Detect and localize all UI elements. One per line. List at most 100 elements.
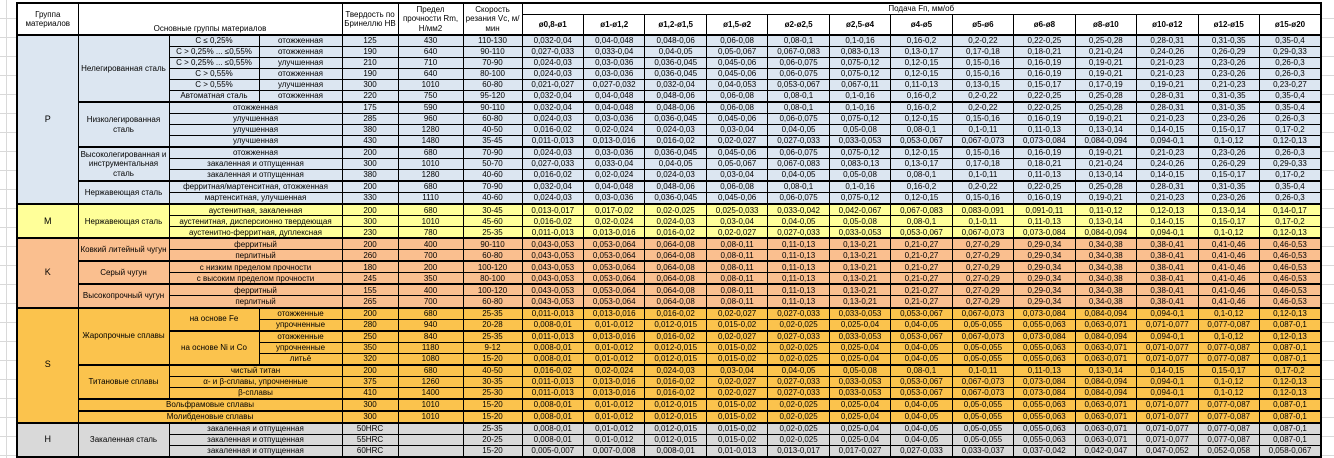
material-condition[interactable]: отожженные <box>258 329 343 343</box>
feed-value-ø15-ø20[interactable]: 0,46-0,53 <box>1258 260 1322 274</box>
feed-value-ø10-ø12[interactable]: 0,094-0,1 <box>1136 226 1199 239</box>
cutting-speed-vc[interactable]: 45-60 <box>462 215 523 228</box>
feed-value-ø2-ø2,5[interactable]: 0,06-0,075 <box>767 68 830 81</box>
feed-value-ø6-ø8[interactable]: 0,055-0,063 <box>1013 433 1076 446</box>
cutting-speed-vc[interactable]: 9-12 <box>462 341 523 354</box>
feed-value-ø2,5-ø4[interactable]: 0,025-0,04 <box>828 421 892 435</box>
feed-value-ø6-ø8[interactable]: 0,055-0,063 <box>1013 397 1076 412</box>
feed-value-ø12-ø15[interactable]: 0,31-0,35 <box>1197 90 1260 103</box>
feed-value-ø2-ø2,5[interactable]: 0,04-0,05 <box>767 215 830 228</box>
feed-value-ø6-ø8[interactable]: 0,29-0,34 <box>1013 249 1076 262</box>
group-letter-S[interactable]: S <box>16 306 79 424</box>
material-condition[interactable]: улучшенная <box>168 113 343 126</box>
feed-value-ø10-ø12[interactable]: 0,38-0,41 <box>1136 237 1199 251</box>
feed-value-ø8-ø10[interactable]: 0,19-0,21 <box>1074 68 1138 81</box>
feed-value-ø5-ø6[interactable]: 0,15-0,16 <box>951 113 1015 126</box>
feed-value-ø2-ø2,5[interactable]: 0,11-0,13 <box>767 283 830 297</box>
cutting-speed-vc[interactable]: 40-50 <box>462 363 523 377</box>
feed-value-ø15-ø20[interactable]: 0,23-0,27 <box>1258 79 1322 92</box>
feed-value-ø5-ø6[interactable]: 0,067-0,073 <box>951 135 1015 148</box>
strength-rm[interactable]: 1180 <box>397 341 464 354</box>
feed-value-ø10-ø12[interactable]: 0,21-0,23 <box>1136 57 1199 70</box>
feed-value-ø8-ø10[interactable]: 0,21-0,24 <box>1074 158 1138 171</box>
feed-value-ø12-ø15[interactable]: 0,1-0,12 <box>1197 306 1260 320</box>
feed-value-ø15-ø20[interactable]: 0,087-0,1 <box>1258 397 1322 412</box>
feed-value-ø8-ø10[interactable]: 0,084-0,094 <box>1074 135 1138 148</box>
feed-value-ø4-ø5[interactable]: 0,12-0,15 <box>890 57 953 70</box>
feed-value-ø10-ø12[interactable]: 0,19-0,21 <box>1136 79 1199 92</box>
hardness-hb[interactable]: 430 <box>341 135 399 148</box>
material-subtype[interactable]: C > 0,25% ... ≤0,55% <box>168 57 260 70</box>
hardness-hb[interactable]: 175 <box>341 101 399 115</box>
hardness-hb[interactable]: 300 <box>341 215 399 228</box>
hardness-hb[interactable]: 55HRC <box>341 433 399 446</box>
strength-rm[interactable]: 1010 <box>397 79 464 92</box>
feed-value-ø1,5-ø2[interactable]: 0,03-0,04 <box>705 169 769 182</box>
feed-value-ø2-ø2,5[interactable]: 0,027-0,033 <box>767 306 830 320</box>
feed-value-ø1,2-ø1,5[interactable]: 0,048-0,06 <box>644 101 707 115</box>
hardness-hb[interactable]: 200 <box>341 237 399 251</box>
material-condition[interactable]: улучшенная <box>258 57 343 70</box>
feed-value-ø15-ø20[interactable]: 0,087-0,1 <box>1258 318 1322 332</box>
feed-value-ø8-ø10[interactable]: 0,34-0,38 <box>1074 237 1138 251</box>
feed-value-ø1,2-ø1,5[interactable]: 0,036-0,045 <box>644 68 707 81</box>
feed-value-ø2-ø2,5[interactable]: 0,06-0,075 <box>767 113 830 126</box>
hardness-hb[interactable]: 350 <box>341 341 399 354</box>
feed-value-ø10-ø12[interactable]: 0,28-0,31 <box>1136 101 1199 115</box>
header-feed-dia-2[interactable]: ø1-ø1,2 <box>582 13 646 36</box>
feed-value-ø0,8-ø1[interactable]: 0,011-0,013 <box>521 386 584 400</box>
feed-value-ø4-ø5[interactable]: 0,13-0,17 <box>890 158 953 171</box>
feed-value-ø8-ø10[interactable]: 0,063-0,071 <box>1074 318 1138 332</box>
feed-value-ø5-ø6[interactable]: 0,083-0,091 <box>951 203 1015 217</box>
feed-value-ø6-ø8[interactable]: 0,29-0,34 <box>1013 283 1076 297</box>
feed-value-ø12-ø15[interactable]: 0,26-0,29 <box>1197 46 1260 59</box>
feed-value-ø12-ø15[interactable]: 0,23-0,26 <box>1197 68 1260 81</box>
feed-value-ø1,2-ø1,5[interactable]: 0,024-0,03 <box>644 363 707 377</box>
feed-value-ø2-ø2,5[interactable]: 0,04-0,05 <box>767 169 830 182</box>
feed-value-ø1,5-ø2[interactable]: 0,03-0,04 <box>705 215 769 228</box>
material-condition[interactable]: аустенитная, закаленная <box>168 203 343 217</box>
feed-value-ø5-ø6[interactable]: 0,27-0,29 <box>951 237 1015 251</box>
feed-value-ø15-ø20[interactable]: 0,17-0,2 <box>1258 363 1322 377</box>
feed-value-ø4-ø5[interactable]: 0,08-0,1 <box>890 169 953 182</box>
feed-value-ø15-ø20[interactable]: 0,35-0,4 <box>1258 180 1322 194</box>
hardness-hb[interactable]: 200 <box>341 363 399 377</box>
feed-value-ø2-ø2,5[interactable]: 0,06-0,075 <box>767 57 830 70</box>
feed-value-ø1,2-ø1,5[interactable]: 0,02-0,025 <box>644 203 707 217</box>
feed-value-ø0,8-ø1[interactable]: 0,024-0,03 <box>521 146 584 160</box>
feed-value-ø1,2-ø1,5[interactable]: 0,024-0,03 <box>644 124 707 137</box>
feed-value-ø1-ø1,2[interactable]: 0,03-0,036 <box>582 68 646 81</box>
feed-value-ø2,5-ø4[interactable]: 0,033-0,053 <box>828 226 892 239</box>
feed-value-ø1,2-ø1,5[interactable]: 0,016-0,02 <box>644 375 707 388</box>
group-letter-M[interactable]: M <box>16 203 79 239</box>
feed-value-ø5-ø6[interactable]: 0,067-0,073 <box>951 226 1015 239</box>
strength-rm[interactable] <box>397 421 464 435</box>
feed-value-ø1,5-ø2[interactable]: 0,045-0,06 <box>705 57 769 70</box>
material-condition[interactable]: отожженные <box>258 306 343 320</box>
feed-value-ø1,2-ø1,5[interactable]: 0,016-0,02 <box>644 135 707 148</box>
feed-value-ø1,5-ø2[interactable]: 0,04-0,053 <box>705 79 769 92</box>
hardness-hb[interactable]: 380 <box>341 124 399 137</box>
feed-value-ø6-ø8[interactable]: 0,037-0,042 <box>1013 444 1076 458</box>
feed-value-ø12-ø15[interactable]: 0,31-0,35 <box>1197 101 1260 115</box>
feed-value-ø8-ø10[interactable]: 0,34-0,38 <box>1074 249 1138 262</box>
feed-value-ø0,8-ø1[interactable]: 0,043-0,053 <box>521 283 584 297</box>
feed-value-ø1-ø1,2[interactable]: 0,053-0,064 <box>582 283 646 297</box>
feed-value-ø1-ø1,2[interactable]: 0,03-0,036 <box>582 113 646 126</box>
material-condition[interactable]: улучшенная <box>168 135 343 148</box>
feed-value-ø2,5-ø4[interactable]: 0,025-0,04 <box>828 341 892 354</box>
feed-value-ø5-ø6[interactable]: 0,15-0,16 <box>951 192 1015 205</box>
feed-value-ø12-ø15[interactable]: 0,077-0,087 <box>1197 397 1260 412</box>
feed-value-ø1,2-ø1,5[interactable]: 0,04-0,05 <box>644 158 707 171</box>
feed-value-ø1,5-ø2[interactable]: 0,015-0,02 <box>705 397 769 412</box>
feed-value-ø2,5-ø4[interactable]: 0,13-0,21 <box>828 295 892 308</box>
feed-value-ø2,5-ø4[interactable]: 0,017-0,027 <box>828 444 892 458</box>
strength-rm[interactable]: 430 <box>397 34 464 48</box>
strength-rm[interactable]: 960 <box>397 113 464 126</box>
feed-value-ø1-ø1,2[interactable]: 0,013-0,016 <box>582 386 646 400</box>
feed-value-ø8-ø10[interactable]: 0,084-0,094 <box>1074 375 1138 388</box>
cutting-speed-vc[interactable]: 50-70 <box>462 158 523 171</box>
header-feed-dia-6[interactable]: ø2,5-ø4 <box>828 13 892 36</box>
feed-value-ø2-ø2,5[interactable]: 0,08-0,1 <box>767 180 830 194</box>
feed-value-ø6-ø8[interactable]: 0,11-0,13 <box>1013 215 1076 228</box>
